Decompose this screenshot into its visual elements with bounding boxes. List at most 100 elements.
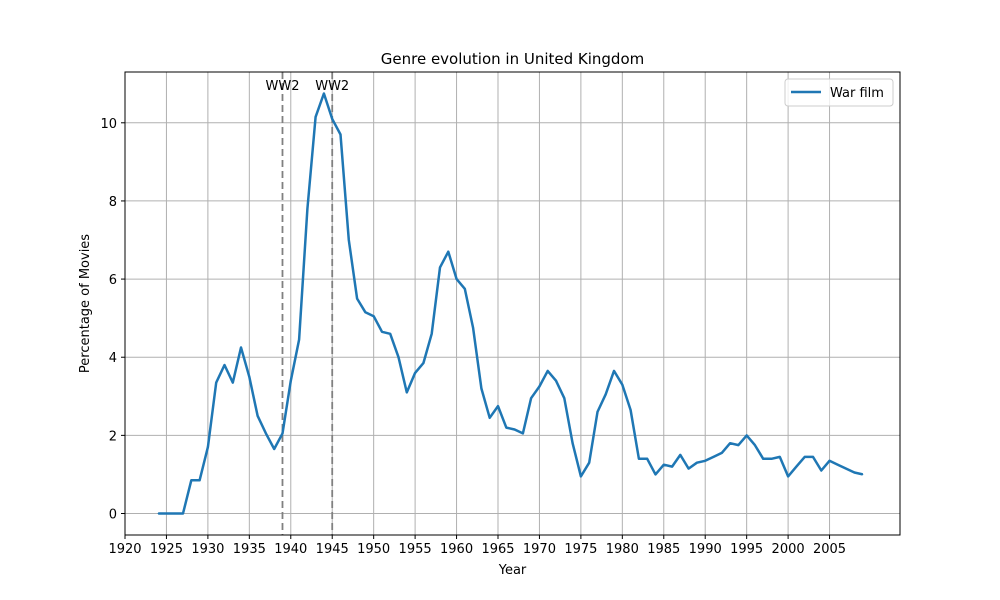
data-point — [373, 315, 375, 317]
data-point — [712, 456, 715, 458]
x-tick-label: 1935 — [233, 542, 266, 557]
y-tick-label: 6 — [109, 273, 117, 288]
data-point — [754, 444, 756, 446]
data-point — [820, 469, 822, 472]
x-tick-label: 1975 — [564, 542, 597, 557]
data-point — [348, 239, 350, 241]
x-tick-label: 1965 — [481, 542, 514, 557]
data-point — [621, 384, 623, 386]
data-point — [315, 116, 317, 118]
data-point — [630, 409, 632, 411]
y-tick-label: 4 — [109, 351, 117, 366]
data-point — [530, 397, 532, 399]
x-tick-label: 1985 — [647, 542, 680, 557]
legend-box — [784, 78, 894, 107]
data-point — [845, 468, 847, 470]
x-tick-label: 2005 — [813, 542, 846, 557]
data-point — [489, 417, 491, 419]
data-point — [787, 475, 789, 477]
data-point — [572, 442, 574, 444]
data-point — [762, 458, 764, 460]
x-axis-title: Year — [498, 563, 527, 578]
data-point — [339, 133, 342, 136]
data-point — [721, 452, 723, 454]
data-point — [746, 434, 748, 436]
y-axis-title: Percentage of Movies — [78, 234, 93, 373]
x-tick-label: 1950 — [357, 542, 390, 557]
data-point — [248, 376, 250, 378]
data-point — [265, 432, 267, 434]
y-tick-label: 0 — [109, 508, 117, 523]
data-point — [157, 512, 159, 515]
data-point — [588, 462, 590, 464]
data-point — [795, 466, 798, 468]
data-point — [505, 427, 507, 429]
data-point — [431, 333, 433, 335]
data-point — [613, 370, 615, 372]
data-point — [232, 382, 234, 384]
x-tick-label: 1945 — [316, 542, 349, 557]
data-point — [837, 464, 839, 466]
data-point — [497, 405, 499, 407]
data-point — [257, 415, 259, 417]
data-point — [654, 473, 657, 475]
data-point — [290, 380, 292, 382]
x-tick-label: 1925 — [150, 542, 183, 557]
data-point — [397, 356, 400, 358]
x-tick-label: 1970 — [523, 542, 556, 557]
y-tick-label: 8 — [109, 195, 117, 210]
annotation-layer: WW2 WW2 — [265, 72, 349, 535]
data-point — [770, 458, 773, 460]
data-point — [190, 479, 192, 481]
data-point — [389, 333, 391, 335]
x-tick-label: 1940 — [274, 542, 307, 557]
data-point — [563, 397, 565, 399]
legend: War film — [784, 78, 894, 107]
data-point — [804, 456, 806, 458]
data-point — [464, 288, 466, 290]
x-tick-label: 1960 — [440, 542, 473, 557]
data-point — [580, 475, 582, 477]
data-point — [828, 460, 831, 462]
data-point — [688, 468, 690, 470]
data-point — [240, 346, 242, 349]
data-point — [704, 460, 706, 462]
data-point — [555, 380, 557, 382]
data-point — [199, 479, 201, 481]
data-point — [853, 471, 856, 474]
data-point — [605, 393, 607, 395]
data-point — [165, 512, 167, 515]
data-point — [679, 454, 681, 456]
data-point — [646, 458, 648, 460]
x-tick-label: 1990 — [689, 542, 722, 557]
data-point — [381, 331, 383, 333]
data-point — [547, 370, 549, 372]
data-point — [862, 473, 864, 475]
data-point — [223, 364, 226, 366]
data-point — [447, 251, 449, 253]
data-point — [182, 512, 184, 515]
data-point — [414, 372, 416, 374]
data-point — [207, 446, 209, 448]
data-point — [480, 387, 482, 390]
x-tick-label: 1980 — [606, 542, 639, 557]
x-tick-label: 1955 — [399, 542, 432, 557]
data-point — [522, 432, 524, 434]
data-point — [174, 512, 176, 515]
data-point — [456, 278, 458, 280]
grid-layer — [124, 72, 900, 535]
data-point — [406, 391, 408, 393]
data-point — [596, 411, 599, 413]
data-point — [779, 456, 781, 458]
ww2-marker-label: WW2 — [265, 79, 299, 94]
chart-title: Genre evolution in United Kingdom — [381, 50, 645, 68]
data-point — [737, 444, 740, 446]
data-point — [439, 266, 441, 268]
data-point — [281, 432, 284, 434]
data-point — [298, 339, 300, 341]
data-point — [422, 362, 424, 364]
data-point — [514, 428, 516, 431]
y-tick-label: 2 — [109, 429, 117, 444]
data-point — [356, 298, 358, 300]
